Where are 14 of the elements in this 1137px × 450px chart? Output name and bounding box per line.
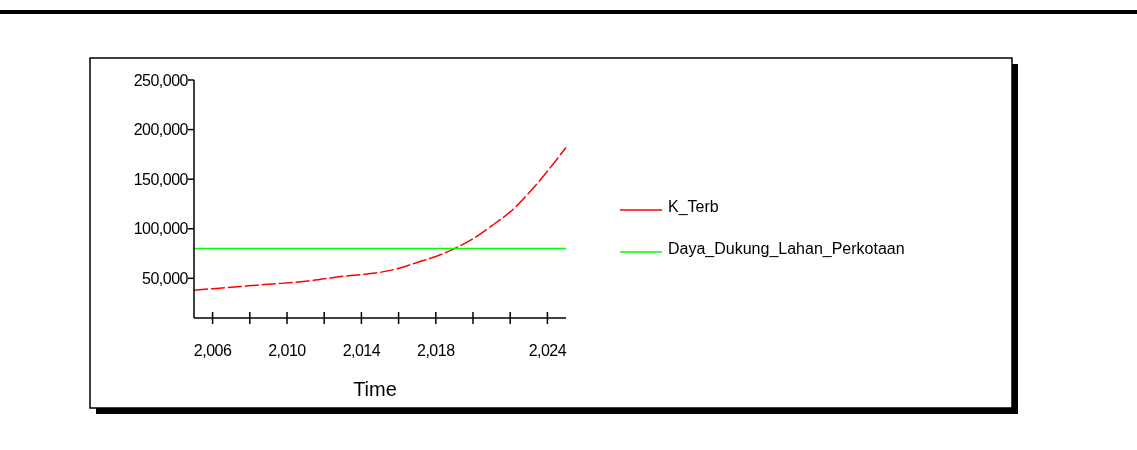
y-tick-label: 200,000	[133, 121, 189, 139]
x-tick-label: 2,024	[528, 342, 567, 359]
x-tick-label: 2,018	[417, 342, 456, 359]
x-tick-label: 2,014	[342, 342, 381, 359]
y-tick-label: 50,000	[142, 269, 189, 287]
x-tick-label: 2,010	[268, 342, 307, 359]
x-tick-label: 2,006	[193, 342, 232, 359]
y-tick-label: 250,000	[133, 71, 189, 89]
legend-label: K_Terb	[668, 197, 719, 216]
line-series	[193, 146, 567, 291]
x-axis-title: Time	[353, 378, 397, 400]
y-tick-label: 100,000	[133, 220, 189, 238]
legend-label: Daya_Dukung_Lahan_Perkotaan	[668, 239, 905, 258]
y-tick-label: 150,000	[133, 170, 189, 188]
